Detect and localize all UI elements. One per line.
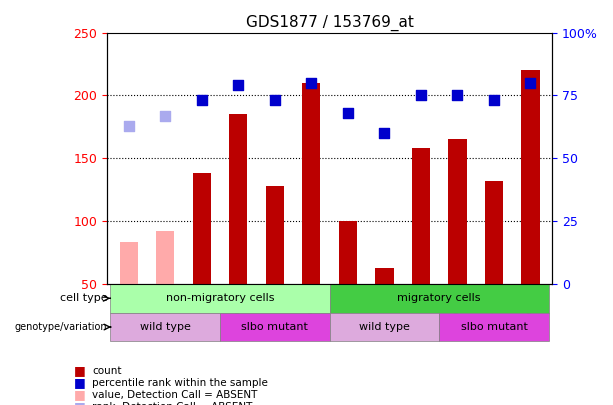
Bar	[339, 221, 357, 284]
Text: value, Detection Call = ABSENT: value, Detection Call = ABSENT	[92, 390, 257, 400]
FancyBboxPatch shape	[220, 313, 330, 341]
Text: count: count	[92, 366, 121, 375]
Point	[161, 112, 170, 119]
Bar	[485, 181, 503, 284]
Text: ■: ■	[74, 364, 85, 377]
Bar	[229, 114, 248, 284]
Point	[124, 122, 134, 129]
Point	[197, 97, 207, 104]
Bar	[192, 173, 211, 284]
Text: slbo mutant: slbo mutant	[460, 322, 527, 332]
Point	[343, 110, 353, 116]
Text: slbo mutant: slbo mutant	[242, 322, 308, 332]
Text: genotype/variation: genotype/variation	[15, 322, 107, 332]
FancyBboxPatch shape	[110, 313, 220, 341]
FancyBboxPatch shape	[330, 313, 439, 341]
Bar	[120, 243, 138, 284]
Bar	[448, 139, 466, 284]
Text: rank, Detection Call = ABSENT: rank, Detection Call = ABSENT	[92, 402, 253, 405]
Point	[452, 92, 462, 99]
Point	[270, 97, 280, 104]
Point	[489, 97, 499, 104]
Bar	[412, 148, 430, 284]
Text: cell type: cell type	[60, 293, 107, 303]
Bar	[265, 186, 284, 284]
Text: percentile rank within the sample: percentile rank within the sample	[92, 378, 268, 388]
FancyBboxPatch shape	[110, 284, 330, 313]
Bar	[522, 70, 539, 284]
Bar	[156, 231, 175, 284]
Bar	[302, 83, 321, 284]
Title: GDS1877 / 153769_at: GDS1877 / 153769_at	[246, 15, 414, 31]
Text: migratory cells: migratory cells	[397, 293, 481, 303]
Point	[306, 80, 316, 86]
Text: ■: ■	[74, 376, 85, 389]
Text: ■: ■	[74, 388, 85, 401]
Point	[525, 80, 535, 86]
Text: non-migratory cells: non-migratory cells	[166, 293, 274, 303]
Point	[379, 130, 389, 136]
Text: wild type: wild type	[140, 322, 191, 332]
Point	[234, 82, 243, 89]
Point	[416, 92, 426, 99]
Text: wild type: wild type	[359, 322, 410, 332]
FancyBboxPatch shape	[330, 284, 549, 313]
FancyBboxPatch shape	[439, 313, 549, 341]
Text: ■: ■	[74, 401, 85, 405]
Bar	[375, 268, 394, 284]
